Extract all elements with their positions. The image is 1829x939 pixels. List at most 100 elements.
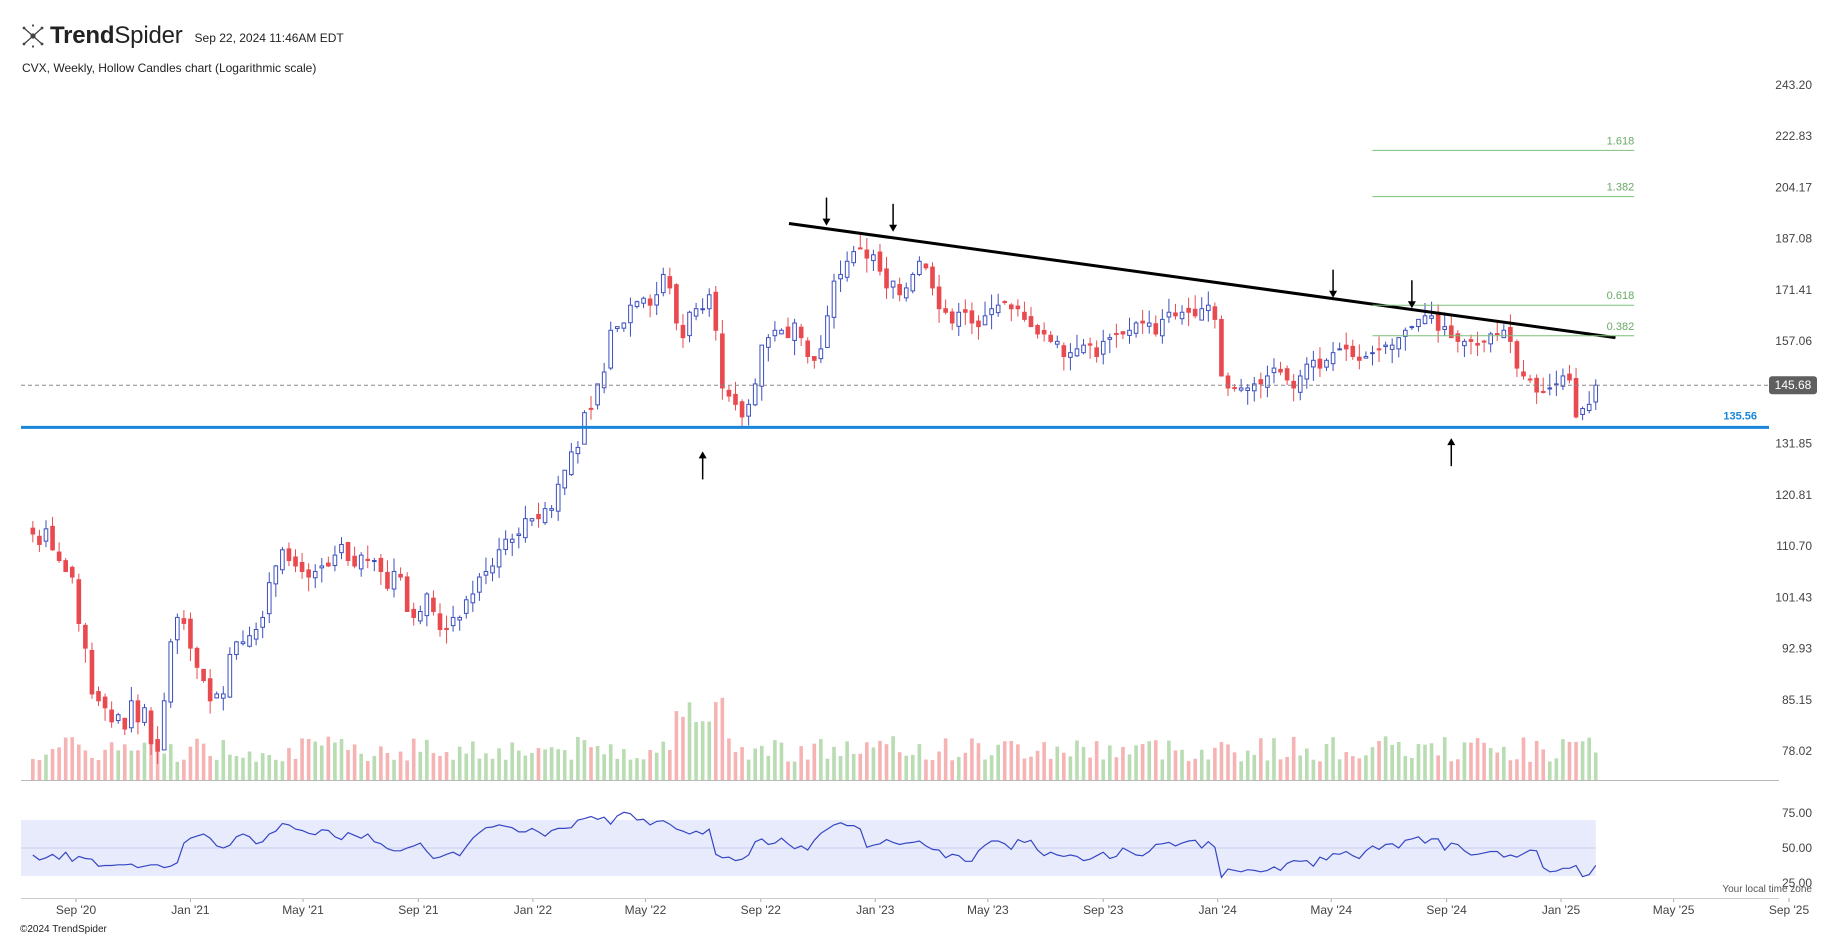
candle (509, 533, 515, 557)
volume-bar (1291, 736, 1296, 780)
volume-bar (1259, 738, 1263, 780)
candle (365, 545, 371, 569)
candle (312, 564, 318, 589)
candle-body (825, 315, 830, 348)
candle-body (385, 571, 390, 589)
candle-body (976, 320, 981, 328)
volume-bar (1180, 749, 1184, 780)
volume-bar (392, 759, 396, 780)
candle (457, 615, 462, 631)
candle (555, 475, 561, 521)
candle-body (706, 294, 712, 310)
x-tick-label: Sep '23 (1083, 903, 1124, 917)
candle-body (1265, 375, 1270, 388)
volume-bar (457, 746, 462, 780)
candle (188, 612, 193, 662)
candle (989, 294, 994, 330)
candle-body (1022, 311, 1027, 320)
candle-body (1140, 320, 1145, 324)
candle-body (234, 641, 239, 656)
volume-bar (569, 759, 574, 780)
candle-body (1396, 337, 1402, 350)
candle (825, 305, 830, 348)
candle-body (135, 700, 141, 723)
candle (1403, 327, 1408, 351)
candle-body (601, 371, 607, 389)
candle-body (628, 304, 633, 324)
volume-bar (983, 759, 987, 780)
candle-body (1389, 344, 1395, 350)
x-tick-label: Jan '24 (1199, 903, 1238, 917)
volume-bar (1153, 740, 1158, 780)
volume-bar (195, 738, 199, 780)
candle (963, 299, 968, 326)
x-tick-label: Sep '24 (1426, 903, 1467, 917)
volume-bar (681, 716, 685, 780)
candle-body (772, 329, 778, 337)
candle-body (1179, 311, 1185, 320)
candle-body (634, 301, 640, 307)
candle (1166, 298, 1172, 323)
x-tick-label: May '23 (967, 903, 1009, 917)
volume-bar (622, 749, 626, 780)
candle-body (1540, 390, 1546, 393)
candle-body (660, 273, 666, 294)
candle (1186, 297, 1191, 327)
candle-body (1422, 315, 1428, 325)
candle-body (811, 356, 817, 361)
candle-body (142, 707, 147, 723)
candle (450, 605, 456, 632)
candle-body (1416, 318, 1421, 328)
volume-bar (1502, 746, 1506, 780)
candle-body (963, 309, 968, 313)
volume-bar (1081, 746, 1086, 780)
volume-bar (313, 741, 318, 780)
candle (411, 602, 417, 626)
y-tick-label: 187.08 (1775, 232, 1812, 246)
volume-bar (1370, 747, 1375, 780)
candle (1337, 342, 1342, 351)
volume-bar (1574, 741, 1578, 780)
candle-body (148, 710, 154, 745)
candle-body (956, 311, 962, 327)
candle (956, 302, 962, 336)
candle (1554, 370, 1559, 396)
candle-body (56, 551, 62, 562)
candle-body (122, 717, 128, 730)
volume-bar (418, 751, 423, 780)
candle (398, 567, 403, 581)
volume-bar (1515, 759, 1519, 780)
volume-bar (37, 759, 42, 780)
volume-bar (713, 702, 718, 780)
volume-bar (1199, 749, 1204, 780)
candle-body (555, 483, 561, 512)
volume-bar (267, 755, 272, 780)
candle-body (437, 613, 443, 631)
candle (923, 263, 929, 271)
price-chart[interactable]: 243.20 222.83 204.17 187.08 171.41 157.06 131.… (0, 0, 1829, 920)
candle-body (1429, 315, 1434, 319)
y-tick-label: 78.02 (1782, 744, 1812, 758)
arrow-head (1447, 438, 1456, 446)
volume-bar (891, 736, 895, 780)
candle (1107, 333, 1113, 354)
candle-body (674, 284, 679, 324)
candle (391, 558, 397, 598)
candle-body (352, 555, 357, 567)
candle-body (1514, 341, 1520, 369)
candle (378, 553, 384, 585)
volume-bar (1062, 752, 1066, 780)
candle (864, 238, 870, 273)
candle-body (1251, 383, 1257, 392)
volume-bar (838, 756, 843, 780)
candle (1160, 309, 1165, 344)
candle (417, 605, 423, 625)
candle (608, 321, 614, 371)
volume-bar (1305, 748, 1309, 780)
volume-bar (503, 759, 508, 780)
volume-bar (50, 749, 55, 780)
candle (693, 302, 699, 321)
candle (306, 563, 311, 592)
candle (660, 267, 666, 297)
candle (437, 603, 443, 637)
